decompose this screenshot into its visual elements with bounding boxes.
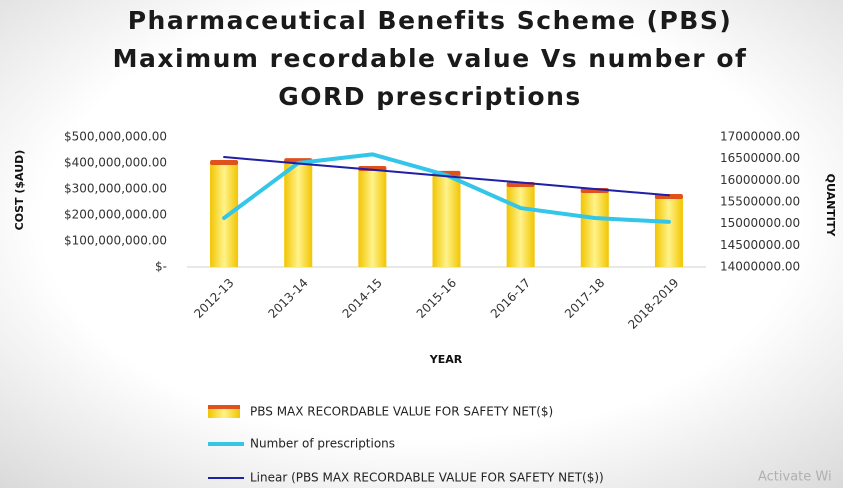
legend-label: PBS MAX RECORDABLE VALUE FOR SAFETY NET(…	[250, 405, 553, 419]
y-tick-label: $400,000,000.00	[64, 156, 167, 170]
y-tick-label: $500,000,000.00	[64, 130, 167, 144]
y2-axis-title: QUANTITY	[824, 174, 837, 238]
bar	[358, 167, 387, 267]
y-tick-label: $300,000,000.00	[64, 182, 167, 196]
y2-tick-label: 16000000.00	[720, 173, 800, 187]
watermark: Activate Wi	[758, 470, 832, 485]
chart-title: Maximum recordable value Vs number of	[113, 44, 748, 73]
legend-label: Number of prescriptions	[250, 437, 395, 451]
y2-tick-label: 17000000.00	[720, 130, 800, 144]
y2-tick-label: 16500000.00	[720, 151, 800, 165]
bar	[654, 196, 683, 267]
bar	[210, 161, 239, 267]
legend-label: Linear (PBS MAX RECORDABLE VALUE FOR SAF…	[250, 471, 604, 485]
y2-tick-label: 14000000.00	[720, 260, 800, 274]
bar	[284, 160, 313, 267]
y-tick-label: $200,000,000.00	[64, 208, 167, 222]
x-axis-title: YEAR	[429, 353, 463, 366]
trend-line	[223, 156, 670, 197]
bar	[432, 172, 461, 267]
y2-tick-label: 14500000.00	[720, 238, 800, 252]
y-axis-title: COST ($AUD)	[13, 150, 26, 231]
y-tick-label: $-	[155, 260, 167, 274]
bar	[506, 184, 535, 267]
legend-swatch-cap	[208, 405, 240, 409]
chart-title: GORD prescriptions	[278, 82, 582, 111]
chart-title: Pharmaceutical Benefits Scheme (PBS)	[128, 6, 733, 35]
bar-cap	[210, 159, 239, 165]
y2-tick-label: 15500000.00	[720, 195, 800, 209]
bar	[580, 190, 609, 267]
y2-tick-label: 15000000.00	[720, 216, 800, 230]
y-tick-label: $100,000,000.00	[64, 234, 167, 248]
